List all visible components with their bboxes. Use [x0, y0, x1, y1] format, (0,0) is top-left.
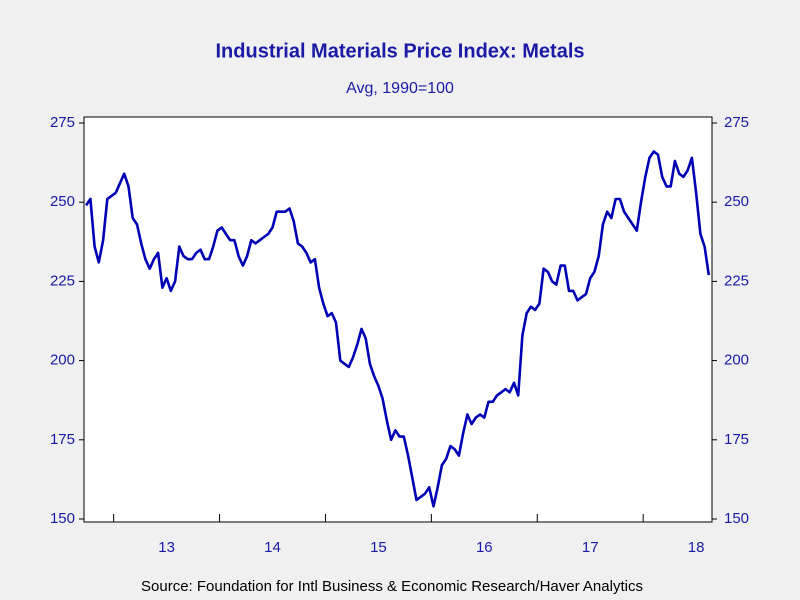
y-tick-label: 150	[50, 510, 75, 527]
x-tick-label: 16	[476, 539, 493, 556]
x-tick-label: 13	[158, 539, 175, 556]
y2-tick-label: 275	[724, 114, 749, 131]
y-tick-label: 200	[50, 352, 75, 369]
y2-tick-label: 250	[724, 193, 749, 210]
plot-area	[83, 116, 713, 523]
data-line	[85, 150, 711, 508]
x-tick-label: 17	[582, 539, 599, 556]
y2-tick-label: 150	[724, 510, 749, 527]
x-tick-label: 18	[688, 539, 705, 556]
chart-subtitle: Avg, 1990=100	[346, 80, 454, 97]
x-tick-label: 15	[370, 539, 387, 556]
x-tick-label: 14	[264, 539, 281, 556]
y-tick-label: 175	[50, 431, 75, 448]
y-tick-label: 275	[50, 114, 75, 131]
y2-tick-label: 175	[724, 431, 749, 448]
y2-tick-label: 200	[724, 352, 749, 369]
source-note: Source: Foundation for Intl Business & E…	[141, 578, 643, 595]
y-tick-label: 225	[50, 272, 75, 289]
y2-tick-label: 225	[724, 272, 749, 289]
chart-title: Industrial Materials Price Index: Metals	[215, 40, 584, 62]
y-tick-label: 250	[50, 193, 75, 210]
